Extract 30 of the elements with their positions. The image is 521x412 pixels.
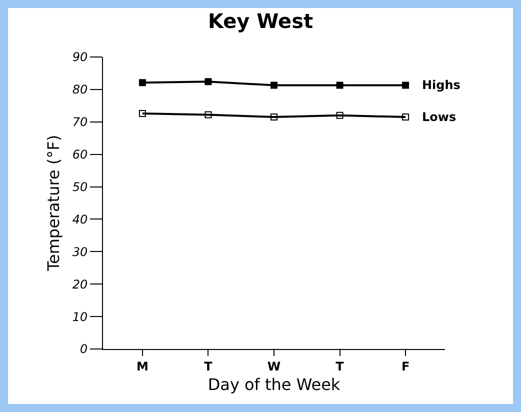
y-tick-label: 0	[80, 342, 88, 356]
x-tick-label: F	[401, 359, 410, 374]
point	[138, 79, 146, 86]
point	[336, 112, 344, 119]
point	[204, 111, 212, 118]
y-tick-label: 30	[72, 244, 88, 259]
point	[336, 82, 344, 89]
y-tick-label: 70	[72, 115, 88, 130]
point	[402, 114, 410, 121]
series-label: Highs	[422, 78, 460, 92]
point	[270, 114, 278, 121]
y-tick-label: 10	[72, 310, 88, 324]
x-tick-label: M	[136, 359, 148, 374]
x-tick-label: T	[336, 359, 345, 374]
x-tick-label: W	[267, 359, 281, 374]
y-tick-label: 60	[72, 148, 88, 162]
y-tick-label: 20	[72, 277, 88, 292]
y-axis-title: Temperature (°F)	[44, 134, 64, 272]
x-axis-title: Day of the Week	[208, 375, 341, 394]
point	[402, 82, 410, 89]
series-label: Lows	[422, 110, 456, 124]
y-tick-label: 50	[72, 180, 88, 194]
chart-title: Key West	[208, 8, 314, 33]
point	[270, 82, 278, 89]
x-tick-label: T	[204, 359, 214, 374]
point	[138, 110, 146, 117]
y-tick-label: 90	[72, 50, 88, 64]
y-tick-label: 80	[72, 82, 88, 97]
point	[204, 78, 212, 86]
y-tick-label: 40	[72, 212, 88, 226]
